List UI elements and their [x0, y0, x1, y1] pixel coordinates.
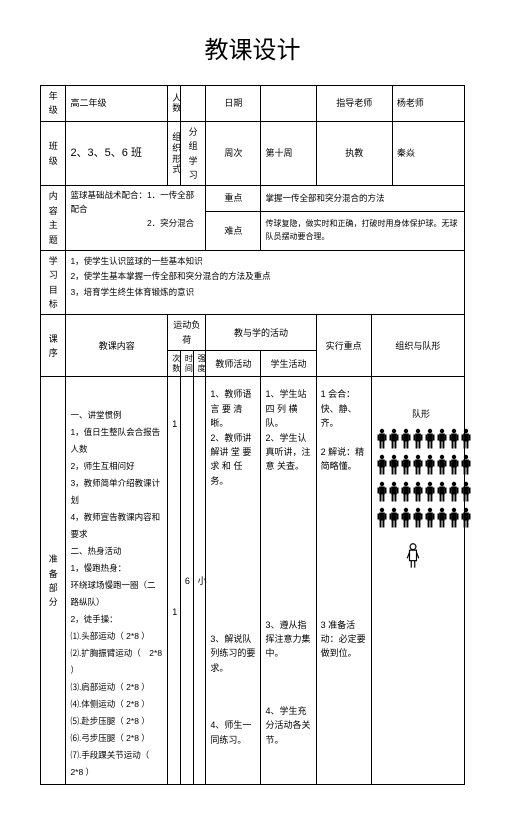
- time-col-label: 时间: [180, 351, 193, 377]
- objectives-text: 1，使学生认识篮球的一些基本知识 2，使学生基本掌握一传全部和突分混合的方法及重…: [66, 250, 465, 315]
- student-formation-grid: [376, 428, 460, 534]
- objectives-label: 学习目标: [41, 250, 66, 315]
- topic-text: 篮球基础战术配合：1．一传全部配合 2．突分混合: [66, 186, 206, 251]
- student-act-col-label: 学生活动: [261, 351, 316, 377]
- grade-value: 高二年级: [66, 86, 168, 122]
- prep-section-label: 准备部分: [41, 377, 66, 785]
- prep-teacher-act: 1、教师语言 要 清晰。 2、教师讲解讲 堂 要求 和 任务。 3、解说队列练习…: [206, 377, 261, 785]
- prep-student-act: 1、学生站四 列 横队。 2、学生认真听讲，注 意 关查。 3、遵从指挥注意力集…: [261, 377, 316, 785]
- advisor-value: 杨老师: [392, 86, 464, 122]
- lesson-plan-table: 年级 高二年级 人数 日期 指导老师 杨老师 班级 2、3、5、6 班 组织形式…: [40, 85, 465, 785]
- page-title: 教课设计: [40, 30, 465, 65]
- date-value: [261, 86, 316, 122]
- formation-col-label: 组织与队形: [371, 315, 464, 377]
- teacher-value: 秦焱: [392, 121, 464, 186]
- org-label: 组织形式: [168, 121, 181, 186]
- prep-practice: 1 会合：快、静、齐。 2 解说：精简略懂。 3 准备活动：必定要做到位。: [316, 377, 371, 785]
- focus-label: 重点: [206, 186, 261, 212]
- prep-intensity: 小: [193, 377, 206, 785]
- class-value: 2、3、5、6 班: [66, 121, 168, 186]
- topic-label: 内容主题: [41, 186, 66, 251]
- formation-title: 队形: [376, 407, 460, 421]
- times-col-label: 次数: [168, 351, 181, 377]
- activities-col-label: 教与学的活动: [206, 315, 316, 351]
- difficulty-text: 传球复隐，做实时和正确，打破时用身体保护球。无球队员摆动要合理。: [261, 211, 465, 250]
- weekn-value: 第十周: [261, 121, 316, 186]
- org-value: 分组学习: [180, 121, 205, 186]
- date-label: 日期: [206, 86, 261, 122]
- teacher-icon: [376, 533, 460, 573]
- load-col-label: 运动负荷: [168, 315, 206, 351]
- content-col-label: 教课内容: [66, 315, 168, 377]
- prep-times: 1 1: [168, 377, 181, 785]
- people-value: [180, 86, 205, 122]
- teacher-label: 执教: [316, 121, 392, 186]
- difficulty-label: 难点: [206, 211, 261, 250]
- intensity-col-label: 强度: [193, 351, 206, 377]
- people-label: 人数: [168, 86, 181, 122]
- weekn-label: 周次: [206, 121, 261, 186]
- grade-label: 年级: [41, 86, 66, 122]
- section-col-label: 课序: [41, 315, 66, 377]
- prep-time: 6: [180, 377, 193, 785]
- prep-content: 一、讲堂惯例 1，值日生整队会合报告人数 2，师生互相问好 3，教师简单介绍教课…: [66, 377, 168, 785]
- focus-text: 掌握一传全部和突分混合的方法: [261, 186, 465, 212]
- practice-col-label: 实行重点: [316, 315, 371, 377]
- advisor-label: 指导老师: [316, 86, 392, 122]
- prep-formation: 队形: [371, 377, 464, 785]
- teacher-act-col-label: 教师活动: [206, 351, 261, 377]
- class-label: 班级: [41, 121, 66, 186]
